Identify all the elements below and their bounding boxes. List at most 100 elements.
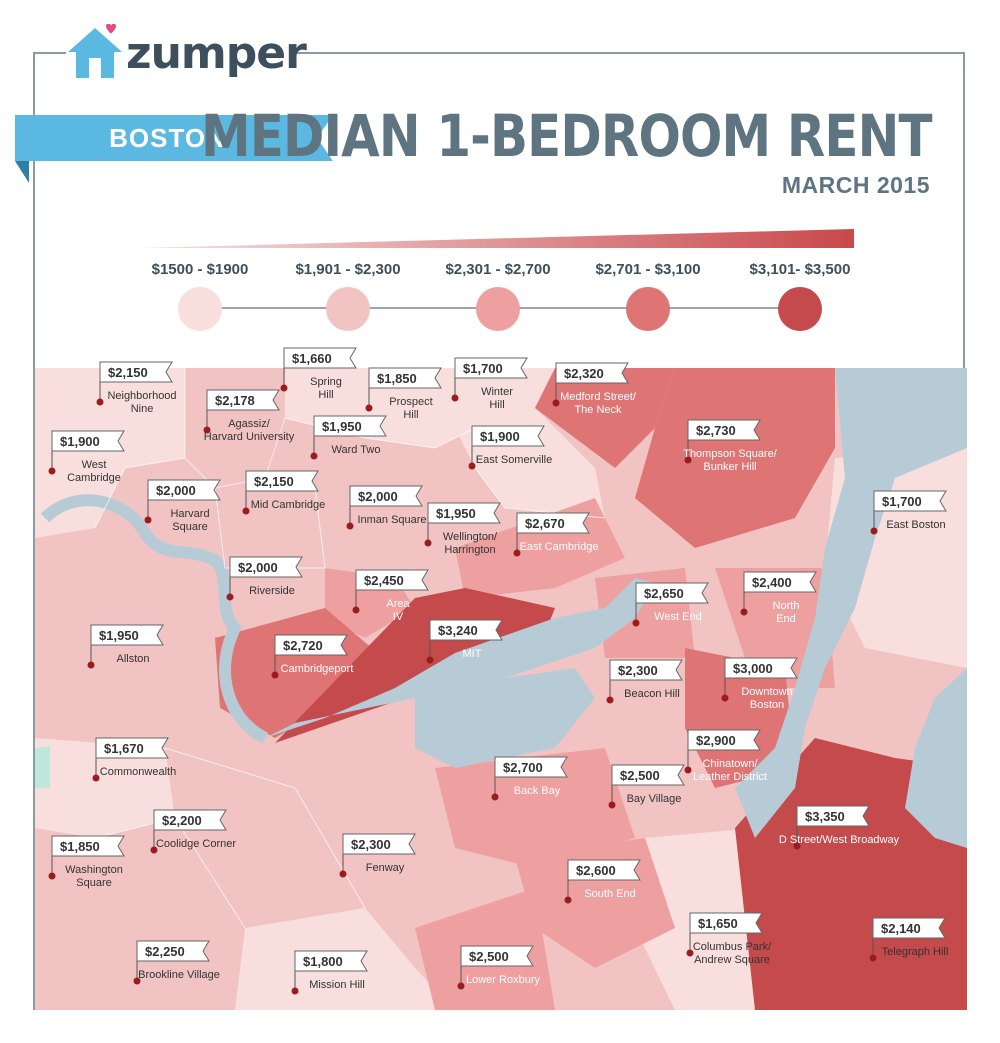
price-value: $1,950 <box>322 419 362 434</box>
neighborhood-name: Downtown Boston <box>741 686 793 711</box>
location-dot <box>424 539 432 547</box>
price-value: $2,300 <box>351 837 391 852</box>
region-cambridgeport <box>215 608 395 738</box>
location-dot <box>339 870 347 878</box>
neighborhood-name: Beacon Hill <box>624 688 680 700</box>
flag-body <box>206 389 280 411</box>
location-dot <box>468 462 476 470</box>
location-dot <box>291 987 299 995</box>
neighborhood-name: Coolidge Corner <box>155 838 237 850</box>
location-dot <box>491 793 499 801</box>
location-dot <box>721 694 729 702</box>
region-winter-hill <box>455 368 555 428</box>
flag-body <box>51 835 125 857</box>
legend-label: $1,901 - $2,300 <box>295 261 401 278</box>
flag-body <box>294 950 368 972</box>
location-dot <box>793 842 801 850</box>
neighborhood-name: Spring Hill <box>310 376 342 401</box>
price-value: $1,850 <box>60 839 100 854</box>
price-flag: $2,730 <box>684 419 761 464</box>
flag-body <box>349 485 423 507</box>
location-dot <box>48 872 56 880</box>
price-value: $2,600 <box>576 863 616 878</box>
price-value: $1,950 <box>99 628 139 643</box>
location-dot <box>48 467 56 475</box>
price-flag: $1,950 <box>310 415 387 460</box>
flag-body <box>689 912 763 934</box>
city-label: BOSTON <box>109 123 226 153</box>
flag-body <box>274 634 348 656</box>
neighborhood-name: Ward Two <box>331 444 381 456</box>
flag-body <box>516 512 590 534</box>
location-dot <box>552 399 560 407</box>
flag-body <box>283 347 357 369</box>
flag-body <box>99 361 173 383</box>
neighborhood-name: Harvard Square <box>170 508 210 533</box>
flag-body <box>454 357 528 379</box>
location-dot <box>144 516 152 524</box>
flag-body <box>427 502 501 524</box>
page-title: MEDIAN 1-BEDROOM RENT <box>201 102 933 170</box>
page-subtitle: MARCH 2015 <box>781 172 930 198</box>
flag-body <box>136 940 210 962</box>
flag-body <box>342 833 416 855</box>
neighborhood-name: Inman Square <box>357 514 427 526</box>
flag-body <box>245 470 319 492</box>
neighborhood-name: East Boston <box>886 519 946 531</box>
price-flag: $2,000 <box>346 485 423 530</box>
neighborhood-name: Cambridgeport <box>280 663 354 675</box>
price-value: $2,250 <box>145 944 185 959</box>
region-downtown <box>685 648 795 788</box>
price-flag: $2,200 <box>150 809 227 854</box>
flag-body <box>567 859 641 881</box>
location-dot <box>426 656 434 664</box>
price-flag: $1,650 <box>686 912 763 957</box>
house-icon <box>68 24 122 78</box>
location-dot <box>513 549 521 557</box>
neighborhood-name: Lower Roxbury <box>466 974 540 986</box>
price-flag: $1,950 <box>424 502 501 547</box>
location-dot <box>87 661 95 669</box>
neighborhood-name: Chinatown/ Leather District <box>693 758 767 783</box>
price-value: $1,950 <box>436 506 476 521</box>
neighborhood-name: D Street/West Broadway <box>778 834 900 846</box>
price-flag: $3,240 <box>426 619 503 664</box>
price-value: $1,700 <box>463 361 503 376</box>
price-value: $2,200 <box>162 813 202 828</box>
location-dot <box>96 398 104 406</box>
price-flag: $2,300 <box>339 833 416 878</box>
flag-body <box>355 569 429 591</box>
price-value: $2,320 <box>564 366 604 381</box>
location-dot <box>310 452 318 460</box>
location-dot <box>457 982 465 990</box>
price-flag: $1,950 <box>87 624 164 669</box>
region-commonwealth <box>35 738 175 838</box>
price-flag: $2,178 <box>203 389 280 434</box>
neighborhood-name: North End <box>772 600 800 625</box>
legend-swatch <box>626 287 670 331</box>
location-dot <box>242 507 250 515</box>
neighborhood-name: Medford Street/ The Neck <box>560 391 636 416</box>
price-flag: $2,400 <box>740 571 817 616</box>
region-inman-square <box>315 448 455 578</box>
location-dot <box>92 774 100 782</box>
price-flag: $2,000 <box>226 556 303 601</box>
price-value: $1,850 <box>377 371 417 386</box>
legend-label: $2,301 - $2,700 <box>445 261 551 278</box>
price-value: $2,900 <box>696 733 736 748</box>
location-dot <box>346 522 354 530</box>
harbor-water <box>735 368 967 838</box>
price-flag: $2,900 <box>684 729 761 774</box>
location-dot <box>684 766 692 774</box>
flag-body <box>743 571 817 593</box>
price-flag: $2,000 <box>144 479 221 524</box>
price-flag: $2,320 <box>552 362 629 407</box>
price-flag: $3,350 <box>793 805 870 850</box>
price-value: $2,730 <box>696 423 736 438</box>
flag-body <box>687 729 761 751</box>
price-value: $2,650 <box>644 586 684 601</box>
location-dot <box>451 394 459 402</box>
price-flag: $2,150 <box>96 361 173 406</box>
price-value: $2,000 <box>156 483 196 498</box>
price-flag: $1,900 <box>468 425 545 470</box>
